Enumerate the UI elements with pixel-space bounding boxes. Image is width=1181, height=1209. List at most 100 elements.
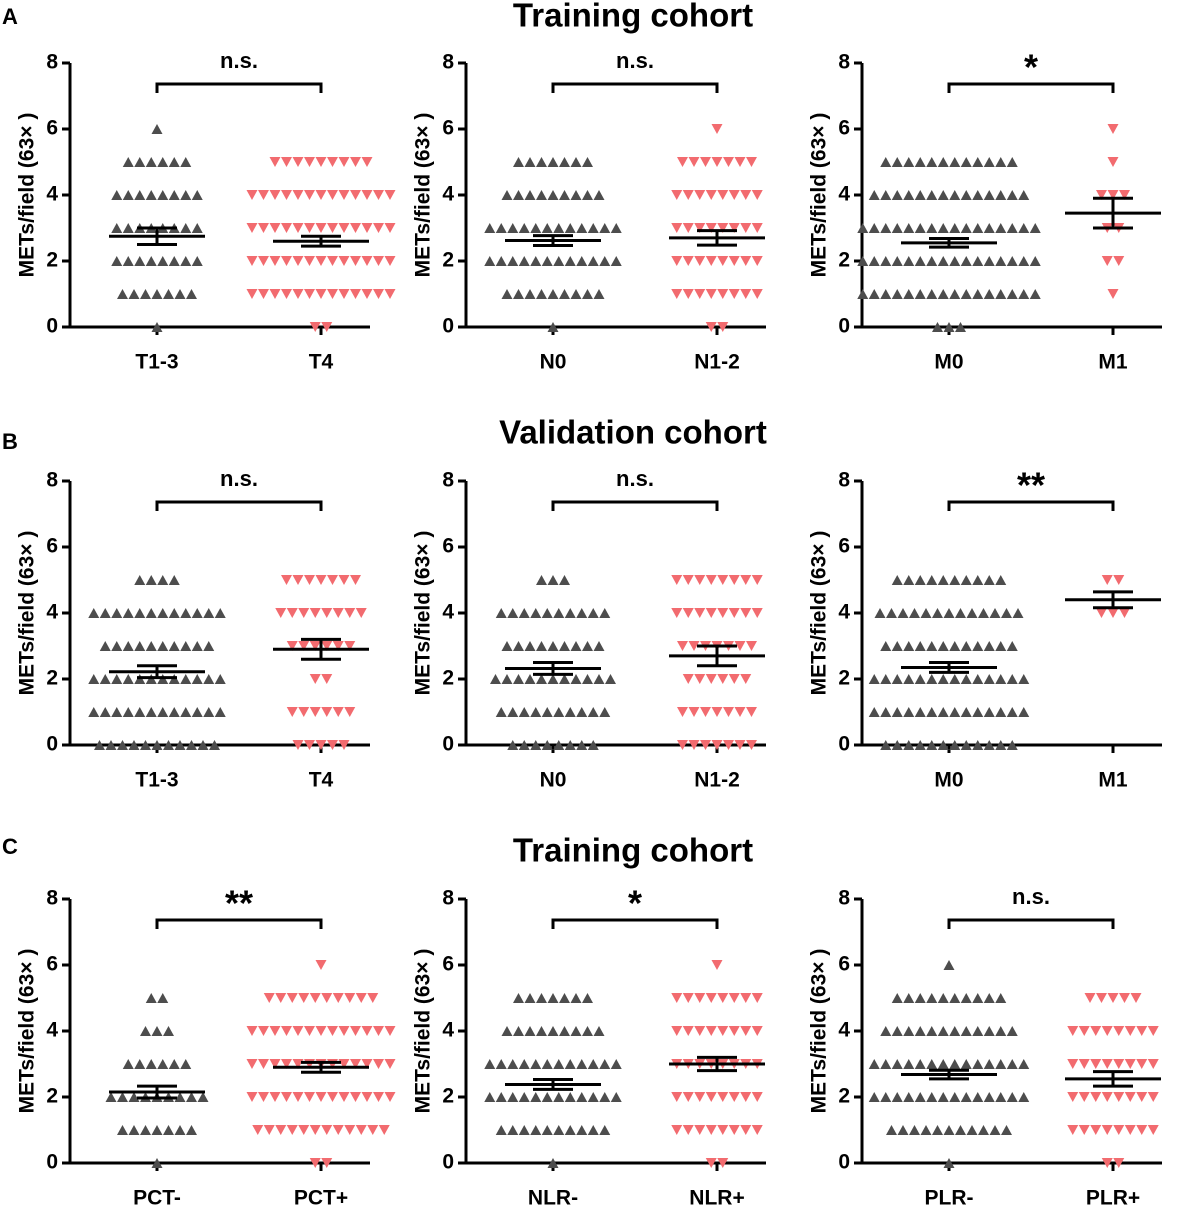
data-point xyxy=(751,190,763,200)
data-point xyxy=(281,289,292,299)
significance-label: ** xyxy=(1017,465,1045,506)
data-point xyxy=(507,608,519,618)
data-point xyxy=(122,223,134,233)
data-point xyxy=(246,289,258,299)
y-axis-label: METs/field (63× ) xyxy=(808,949,831,1114)
data-point xyxy=(1136,1026,1148,1036)
data-point xyxy=(711,740,723,750)
data-point xyxy=(960,740,972,750)
data-point xyxy=(1101,256,1113,266)
data-point xyxy=(995,223,1007,233)
data-point xyxy=(338,223,350,233)
data-point xyxy=(903,993,915,1003)
data-point xyxy=(191,608,203,618)
data-point xyxy=(338,575,350,585)
data-point xyxy=(564,1125,576,1135)
data-point xyxy=(937,740,949,750)
data-point xyxy=(1067,1092,1079,1102)
data-point xyxy=(700,157,711,167)
data-point xyxy=(501,289,513,299)
y-tick-label: 6 xyxy=(838,117,850,140)
data-point xyxy=(367,993,379,1003)
data-point xyxy=(547,1026,559,1036)
data-point xyxy=(576,707,588,717)
data-point xyxy=(338,256,350,266)
data-point xyxy=(1018,289,1030,299)
data-point xyxy=(587,1092,599,1102)
data-point xyxy=(1018,1059,1030,1069)
data-point xyxy=(886,1125,897,1135)
significance-label: * xyxy=(628,883,642,924)
data-point xyxy=(564,1092,576,1102)
data-point xyxy=(332,707,344,717)
data-point xyxy=(914,289,926,299)
y-tick-label: 4 xyxy=(46,601,58,624)
data-point xyxy=(914,190,926,200)
data-point xyxy=(694,1092,706,1102)
significance-bracket xyxy=(155,918,323,929)
data-point xyxy=(983,256,995,266)
data-point xyxy=(1006,1092,1018,1102)
data-point xyxy=(903,289,915,299)
data-point xyxy=(682,256,694,266)
data-point xyxy=(495,1125,507,1135)
y-tick-label: 6 xyxy=(442,117,454,140)
data-point xyxy=(501,1026,513,1036)
data-point xyxy=(1029,256,1041,266)
data-point xyxy=(983,1059,995,1069)
data-point xyxy=(960,674,972,684)
data-point xyxy=(304,740,315,750)
y-tick-label: 8 xyxy=(46,51,58,74)
data-point xyxy=(309,707,321,717)
data-point xyxy=(186,1125,197,1135)
data-point xyxy=(298,707,310,717)
data-point xyxy=(857,223,869,233)
data-point xyxy=(1029,289,1041,299)
data-point xyxy=(983,740,995,750)
y-tick-label: 6 xyxy=(838,535,850,558)
data-point xyxy=(1107,124,1119,134)
data-point xyxy=(292,289,304,299)
data-point xyxy=(1006,1059,1018,1069)
data-point xyxy=(495,1092,507,1102)
data-point xyxy=(891,740,903,750)
data-point xyxy=(117,740,128,750)
data-point xyxy=(1107,157,1119,167)
data-point xyxy=(547,575,559,585)
data-point xyxy=(501,190,513,200)
data-point xyxy=(587,1059,599,1069)
data-point xyxy=(983,157,995,167)
data-point xyxy=(203,641,215,651)
data-point xyxy=(914,157,926,167)
data-point xyxy=(983,1092,995,1102)
row-title: Training cohort xyxy=(513,0,753,34)
data-point xyxy=(292,157,304,167)
data-point xyxy=(559,190,570,200)
data-point xyxy=(966,608,978,618)
data-point xyxy=(304,157,315,167)
significance-label: ** xyxy=(225,883,253,924)
data-point xyxy=(344,993,356,1003)
data-point xyxy=(564,256,576,266)
y-tick-label: 4 xyxy=(442,601,454,624)
significance-bracket xyxy=(155,500,323,511)
data-point xyxy=(1101,575,1113,585)
data-point xyxy=(547,674,559,684)
data-point xyxy=(134,575,146,585)
data-point xyxy=(717,256,729,266)
data-point xyxy=(513,1026,524,1036)
data-point xyxy=(694,223,706,233)
data-point xyxy=(246,1092,258,1102)
y-tick-label: 0 xyxy=(838,1151,850,1174)
data-point xyxy=(304,1026,315,1036)
y-tick-label: 0 xyxy=(838,733,850,756)
data-point xyxy=(582,641,593,651)
data-point xyxy=(960,1059,972,1069)
data-point xyxy=(122,608,134,618)
x-tick-label: T4 xyxy=(309,351,334,374)
data-point xyxy=(151,1158,163,1168)
data-point xyxy=(298,1125,310,1135)
data-point xyxy=(122,157,134,167)
data-point xyxy=(111,674,123,684)
data-point xyxy=(547,289,559,299)
